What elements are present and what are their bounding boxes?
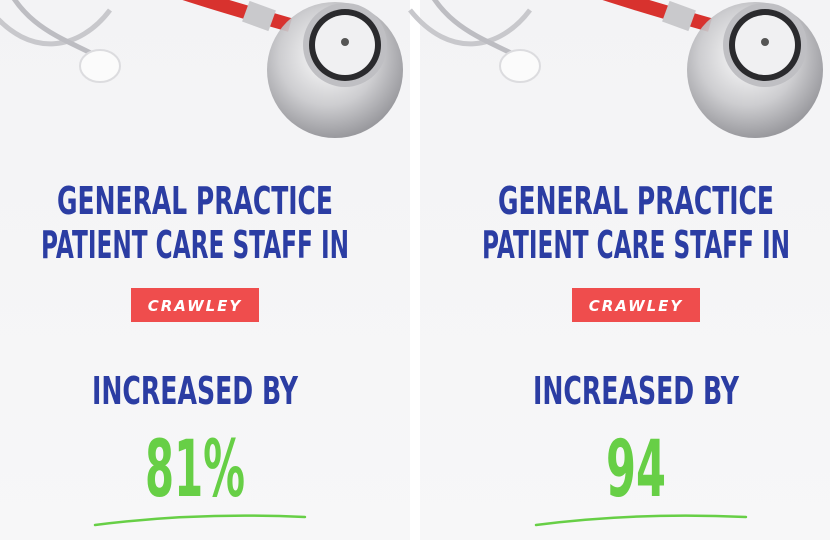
title-line: PATIENT CARE STAFF IN xyxy=(482,223,790,267)
title-line: GENERAL PRACTICE xyxy=(57,179,333,223)
caption: INCREASED BY xyxy=(533,369,739,413)
location-label: CRAWLEY xyxy=(589,297,684,315)
location-badge xyxy=(572,288,700,322)
figure: 81% xyxy=(145,425,245,515)
location-badge xyxy=(131,288,259,322)
title-line: GENERAL PRACTICE xyxy=(498,179,774,223)
figure: 94 xyxy=(606,425,666,515)
caption: INCREASED BY xyxy=(92,369,298,413)
underline-swoosh xyxy=(93,514,307,527)
location-label: CRAWLEY xyxy=(148,297,243,315)
title-line: PATIENT CARE STAFF IN xyxy=(41,223,349,267)
underline-swoosh xyxy=(534,514,748,527)
